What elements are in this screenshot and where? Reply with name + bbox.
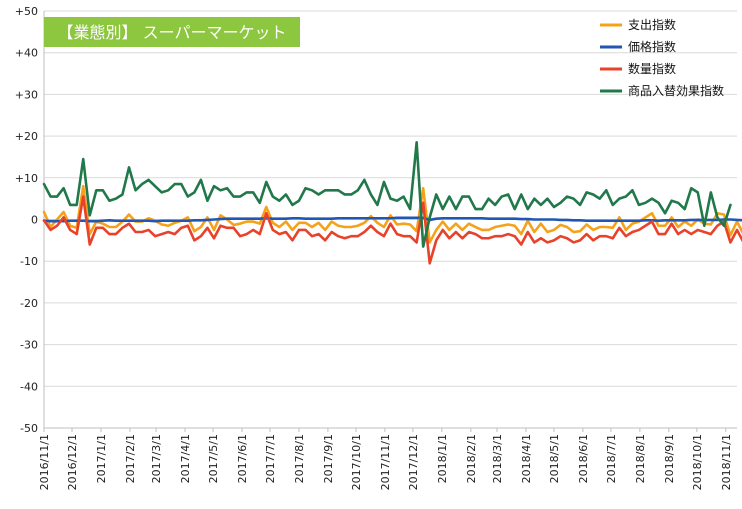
x-tick-label: 2017/8/1	[293, 434, 306, 483]
y-tick-label: -40	[20, 380, 38, 393]
series-line	[42, 184, 742, 244]
x-tick-label: 2018/5/1	[548, 434, 561, 483]
y-tick-label: +10	[15, 172, 38, 185]
y-tick-label: +40	[15, 47, 38, 60]
x-tick-label: 2017/10/1	[350, 434, 363, 490]
x-tick-label: 2018/11/1	[720, 434, 733, 490]
y-tick-label: -20	[20, 297, 38, 310]
y-tick-label: -10	[20, 255, 38, 268]
x-tick-label: 2018/3/1	[491, 434, 504, 483]
x-tick-label: 2018/8/1	[634, 434, 647, 483]
series-lines	[42, 141, 742, 265]
x-tick-label: 2017/11/1	[379, 434, 392, 490]
x-tick-label: 2018/7/1	[605, 434, 618, 483]
x-tick-label: 2018/1/1	[436, 434, 449, 483]
legend-label: 商品入替効果指数	[628, 83, 724, 98]
chart-title-background	[44, 17, 300, 47]
legend-label: 支出指数	[628, 17, 676, 32]
x-tick-label: 2017/3/1	[150, 434, 163, 483]
y-tick-label: -30	[20, 339, 38, 352]
x-tick-label: 2018/9/1	[663, 434, 676, 483]
x-tick-label: 2018/10/1	[691, 434, 704, 490]
x-tick-label: 2018/6/1	[577, 434, 590, 483]
y-tick-label: +20	[15, 130, 38, 143]
legend-label: 数量指数	[628, 61, 676, 76]
x-tick-label: 2017/6/1	[236, 434, 249, 483]
x-tick-label: 2017/2/1	[124, 434, 137, 483]
x-tick-label: 2017/4/1	[179, 434, 192, 483]
y-axis: +50 +40 +30 +20 +10 0 -10 -20 -30 -40 -50	[15, 5, 38, 435]
series-line	[42, 195, 742, 265]
chart-title: 【業態別】 スーパーマーケット	[44, 17, 300, 47]
x-tick-label: 2016/12/1	[66, 434, 79, 490]
chart-title-text: 【業態別】 スーパーマーケット	[58, 23, 287, 42]
x-tick-label: 2017/5/1	[207, 434, 220, 483]
legend-label: 価格指数	[628, 39, 676, 54]
series-line	[42, 141, 732, 248]
series-line	[42, 216, 742, 223]
x-tick-label: 2017/9/1	[322, 434, 335, 483]
x-tick-label: 2017/1/1	[95, 434, 108, 483]
x-tick-label: 2017/12/1	[407, 434, 420, 490]
x-tick-label: 2018/2/1	[465, 434, 478, 483]
y-tick-label: -50	[20, 422, 38, 435]
y-tick-label: +30	[15, 88, 38, 101]
x-tick-label: 2018/4/1	[520, 434, 533, 483]
x-tick-label: 2017/7/1	[264, 434, 277, 483]
x-axis: 2016/11/1 2016/12/1 2017/1/1 2017/2/1 2017/3…	[38, 11, 737, 490]
y-tick-label: +50	[15, 5, 38, 18]
y-tick-label: 0	[31, 214, 38, 227]
x-tick-label: 2016/11/1	[38, 434, 51, 490]
